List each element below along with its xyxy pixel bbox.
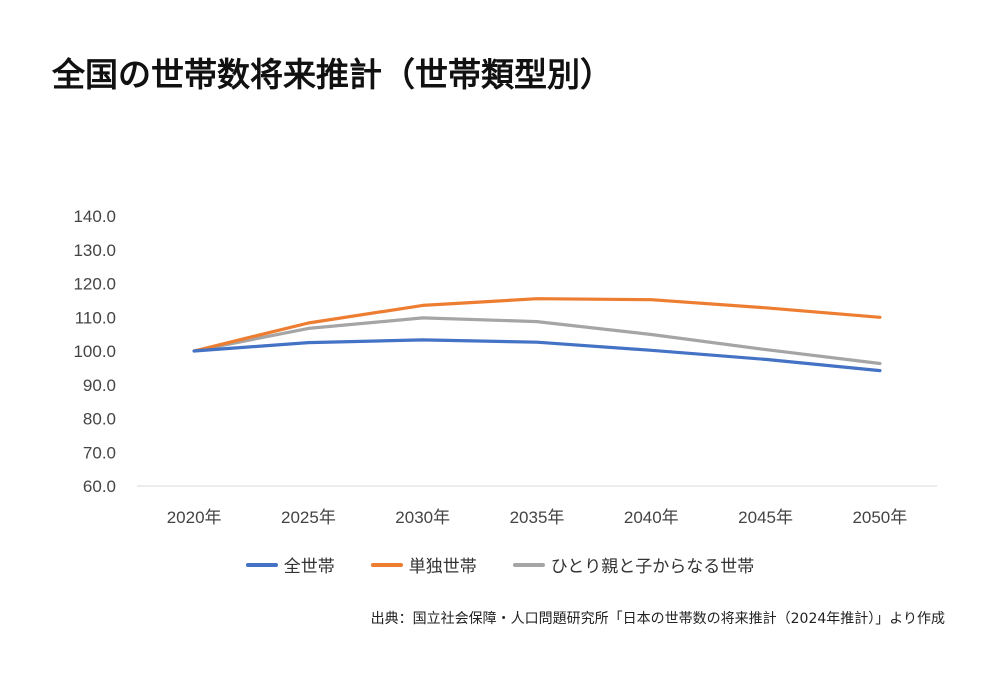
legend-label: 単独世帯 (408, 557, 477, 577)
y-tick-label: 70.0 (83, 443, 116, 462)
x-axis-ticks: 2020年 2025年 2030年 2035年 2040年 2045年 2050年 (167, 508, 908, 527)
x-tick-label: 2035年 (510, 508, 565, 527)
legend-swatch (245, 562, 278, 567)
legend-label: ひとり親と子からなる世帯 (550, 557, 755, 577)
y-tick-label: 140.0 (73, 207, 116, 226)
x-tick-label: 2050年 (852, 508, 907, 527)
y-tick-label: 120.0 (73, 275, 116, 294)
series-line-2 (192, 316, 882, 366)
series-lines (192, 297, 882, 373)
legend: 全世帯 単独世帯 ひとり親と子からなる世帯 (0, 552, 1000, 577)
legend-item-all-households: 全世帯 (245, 552, 335, 577)
y-tick-label: 130.0 (73, 241, 116, 260)
legend-label: 全世帯 (283, 557, 335, 577)
x-tick-label: 2020年 (167, 508, 222, 527)
series-line-1 (192, 297, 882, 353)
y-tick-label: 80.0 (83, 410, 116, 429)
chart-title: 全国の世帯数将来推計（世帯類型別） (52, 55, 613, 94)
y-tick-label: 110.0 (75, 308, 116, 327)
y-tick-label: 100.0 (73, 342, 116, 361)
source-note: 出典：国立社会保障・人口問題研究所「日本の世帯数の将来推計（2024年推計）」よ… (370, 611, 945, 627)
legend-swatch (512, 562, 545, 567)
y-tick-label: 60.0 (83, 477, 116, 496)
legend-swatch (370, 562, 403, 567)
x-tick-label: 2045年 (738, 508, 793, 527)
y-axis-ticks: 60.0 70.0 80.0 90.0 100.0 110.0 120.0 130.0 140.… (73, 207, 116, 496)
series-line-0 (192, 338, 882, 373)
x-tick-label: 2025年 (281, 508, 336, 527)
legend-item-single-households: 単独世帯 (370, 552, 477, 577)
legend-item-single-parent-households: ひとり親と子からなる世帯 (512, 552, 755, 577)
y-tick-label: 90.0 (83, 376, 116, 395)
x-tick-label: 2040年 (624, 508, 679, 527)
x-tick-label: 2030年 (395, 508, 450, 527)
